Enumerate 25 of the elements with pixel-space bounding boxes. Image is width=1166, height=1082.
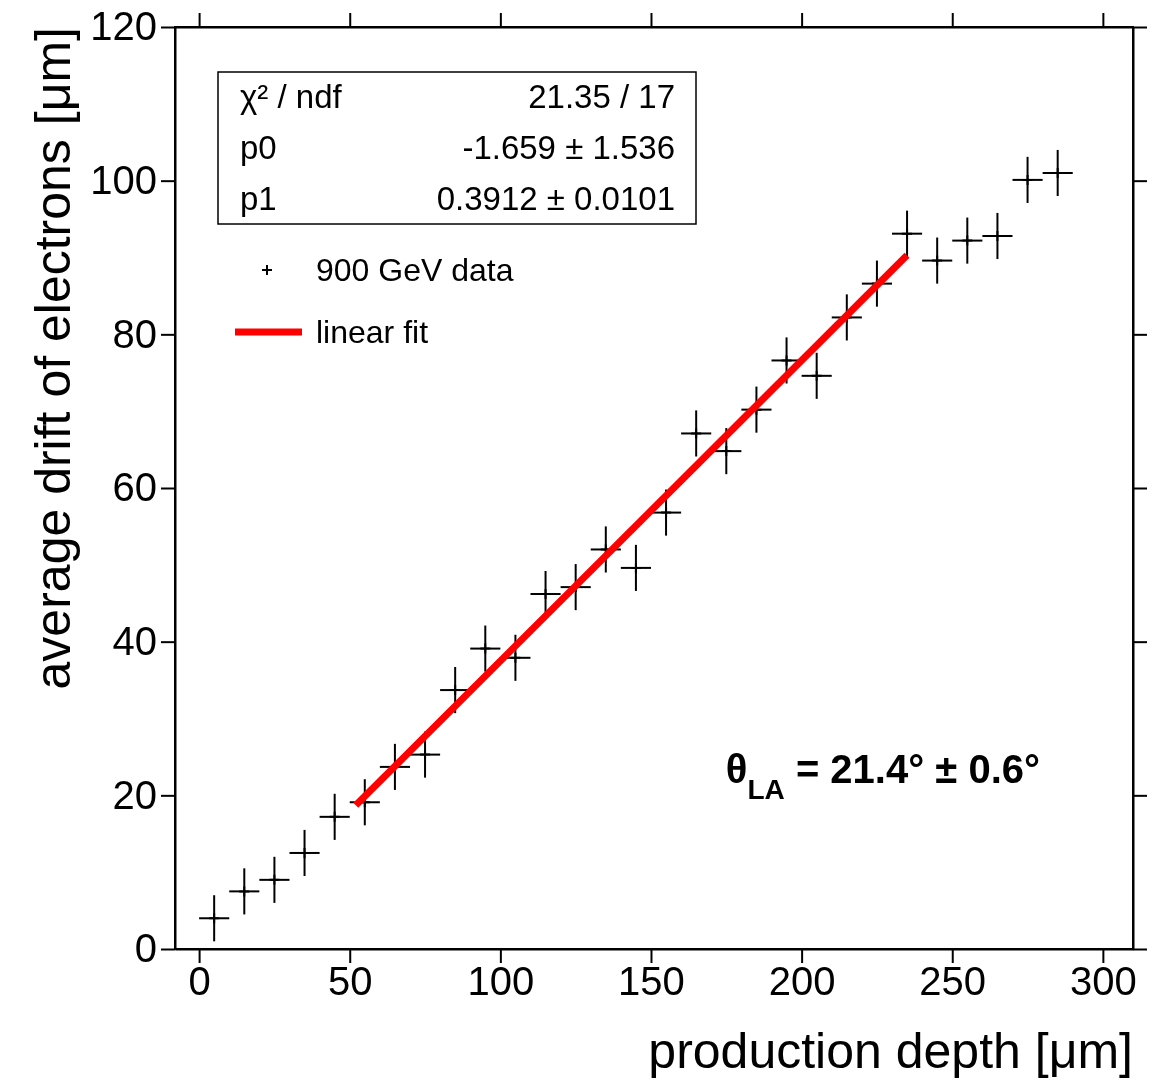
x-tick-label: 200 <box>768 959 836 1004</box>
legend-label: 900 GeV data <box>316 252 514 288</box>
y-tick-label: 20 <box>112 772 157 817</box>
y-axis-title: average drift of electrons [μm] <box>25 27 81 690</box>
x-tick-label: 100 <box>467 959 535 1004</box>
x-tick-label: 250 <box>919 959 987 1004</box>
annotation: χ² / ndf <box>240 78 343 115</box>
x-axis-title: production depth [μm] <box>648 1023 1133 1079</box>
y-tick-label: 100 <box>90 157 157 202</box>
x-tick-label: 50 <box>327 959 373 1004</box>
x-tick-label: 300 <box>1070 959 1137 1004</box>
y-tick-label: 120 <box>90 4 157 49</box>
legend-label: linear fit <box>316 314 429 350</box>
y-tick-label: 40 <box>112 618 157 663</box>
annotation: 0.3912 ± 0.0101 <box>436 180 675 217</box>
annotation: p0 <box>240 129 277 166</box>
annotation: p1 <box>240 180 277 217</box>
y-tick-label: 80 <box>112 311 157 356</box>
annotation: -1.659 ± 1.536 <box>462 129 675 166</box>
annotation: 21.35 / 17 <box>528 78 675 115</box>
x-tick-label: 150 <box>618 959 685 1004</box>
y-tick-label: 0 <box>134 926 157 971</box>
y-tick-label: 60 <box>112 465 157 510</box>
annotation: θ$_{LA}$ = 21.4° ± 0.6° <box>725 747 1040 805</box>
x-tick-label: 0 <box>188 959 211 1004</box>
